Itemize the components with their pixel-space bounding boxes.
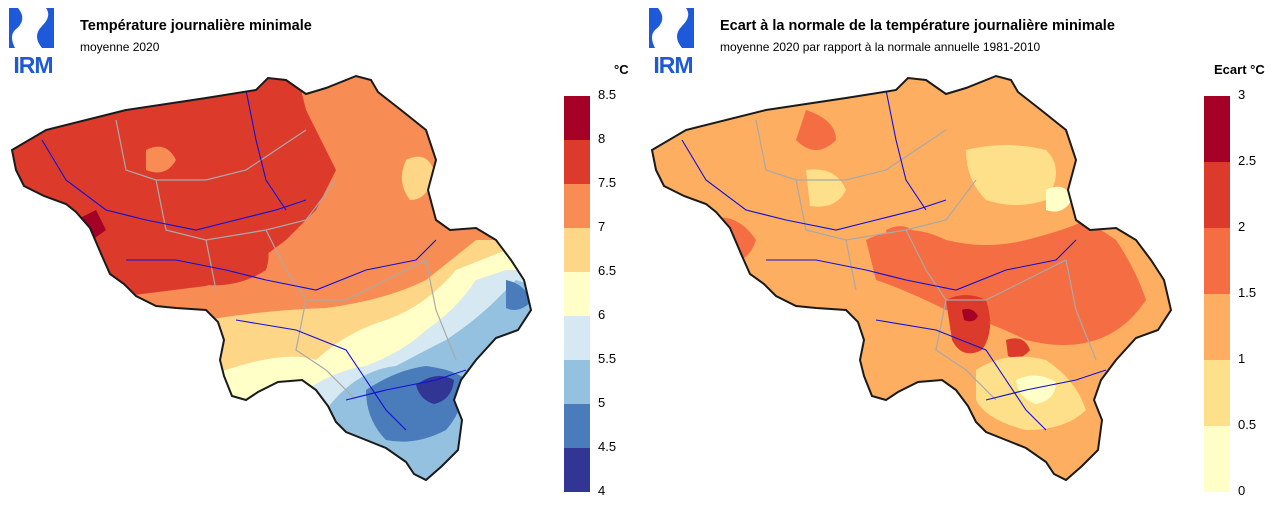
legend-tick-label: 1 [1238,351,1246,366]
legend-tick-label: 3 [1238,87,1246,102]
legend-swatch [1204,294,1230,360]
right-map-subtitle: moyenne 2020 par rapport à la normale an… [720,40,1041,54]
legend-swatch [564,96,590,140]
legend-swatch [564,184,590,228]
legend-tick-label: 4.5 [598,439,617,454]
left-temperature-map [11,75,532,481]
legend-swatch [564,360,590,404]
legend-tick-label: 8.5 [598,87,617,102]
legend-tick-label: 0 [1238,483,1246,498]
left-map-subtitle: moyenne 2020 [80,40,160,54]
legend-swatch [564,448,590,492]
logo-text: IRM [13,52,53,78]
legend-swatch [1204,228,1230,294]
legend-swatch [1204,162,1230,228]
legend-tick-label: 8 [598,131,606,146]
legend-tick-label: 5 [598,395,606,410]
legend-swatch [1204,426,1230,492]
right-map-title: Ecart à la normale de la température jou… [720,18,1115,34]
legend-tick-label: 7.5 [598,175,617,190]
legend-swatch [564,316,590,360]
irm-logo: IRM [646,6,698,77]
right-anomaly-map [651,75,1172,481]
legend-swatch [564,272,590,316]
legend-swatch [564,228,590,272]
legend-tick-label: 1.5 [1238,285,1257,300]
legend-tick-label: 2.5 [1238,153,1257,168]
legend-tick-label: 2 [1238,219,1246,234]
legend-swatch [564,140,590,184]
left-map-panel: IRM Température journalière minimale moy… [6,6,629,498]
left-map-title: Température journalière minimale [80,18,312,34]
legend-tick-label: 0.5 [1238,417,1257,432]
legend-swatch [564,404,590,448]
right-unit-label: Ecart °C [1214,62,1265,77]
left-unit-label: °C [614,62,629,77]
legend-swatch [1204,96,1230,162]
legend-tick-label: 4 [598,483,606,498]
legend-tick-label: 7 [598,219,606,234]
logo-text: IRM [653,52,693,78]
legend-tick-label: 5.5 [598,351,617,366]
irm-logo: IRM [6,6,58,77]
legend-swatch [1204,360,1230,426]
right-map-panel: IRM Ecart à la normale de la température… [640,0,1280,507]
legend-tick-label: 6 [598,307,606,322]
legend-tick-label: 6.5 [598,263,617,278]
